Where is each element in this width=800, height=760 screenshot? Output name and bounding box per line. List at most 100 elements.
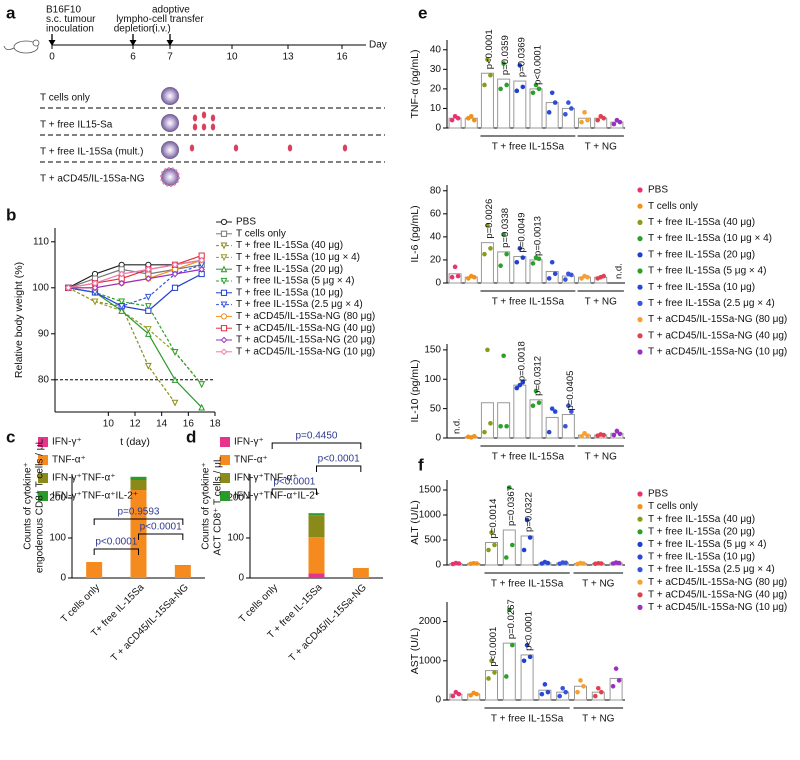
comparison-bracket <box>316 465 362 472</box>
y-tick-label: 10 <box>430 103 442 114</box>
legend-swatch <box>220 491 230 501</box>
point <box>449 117 455 123</box>
legend-marker <box>637 203 643 209</box>
point <box>504 82 509 88</box>
bar-segment <box>130 476 147 480</box>
point <box>617 119 623 125</box>
group-label: T + NG <box>582 579 615 590</box>
comparison-bracket <box>271 488 317 495</box>
y-axis-label: Counts of cytokine⁺ <box>201 462 212 550</box>
annotation: p=0.0014 <box>488 499 499 539</box>
y-tick-label: 40 <box>430 232 442 243</box>
group-label: T + NG <box>585 142 618 153</box>
point <box>569 409 574 414</box>
x-tick-label: T cells only <box>237 582 280 625</box>
y-tick-label: 1500 <box>419 485 442 496</box>
legend-label: PBS <box>648 489 668 500</box>
point <box>610 683 616 689</box>
point <box>91 298 99 306</box>
point <box>517 382 523 388</box>
y-tick-label: 20 <box>430 255 442 266</box>
point <box>492 542 497 548</box>
y-axis-label: IL-6 (pg/mL) <box>409 205 421 262</box>
point <box>145 266 152 273</box>
point <box>485 57 490 62</box>
point <box>596 685 601 691</box>
point <box>552 100 558 105</box>
bar <box>610 432 624 439</box>
legend-marker <box>220 348 228 356</box>
day-label: 16 <box>336 52 348 63</box>
legend-label: T + aCD45/IL-15Sa-NG (20 μg) <box>236 335 375 346</box>
day-unit: Day <box>369 40 387 51</box>
y-axis-label: AST (U/L) <box>409 628 421 674</box>
point <box>474 691 480 697</box>
point <box>514 259 520 265</box>
point <box>144 330 152 337</box>
point <box>569 272 574 278</box>
point <box>552 409 558 414</box>
bar <box>520 535 534 566</box>
x-tick-label: 12 <box>129 419 141 430</box>
group-label: T + free IL-15Sa <box>491 579 564 590</box>
legend-marker <box>637 592 643 598</box>
bar <box>502 642 516 701</box>
y-tick-label: 30 <box>430 64 442 75</box>
point <box>546 110 552 115</box>
point <box>601 115 607 121</box>
point <box>611 432 617 438</box>
legend-label: T + free IL-15Sa (10 μg) <box>236 287 343 298</box>
legend-marker <box>220 218 228 226</box>
row-separators <box>40 107 385 163</box>
point <box>563 423 568 429</box>
bar <box>502 529 516 566</box>
comparison-label: p<0.0001 <box>140 522 182 533</box>
event-label: B16F10 <box>46 5 81 16</box>
point <box>171 261 179 269</box>
y-tick-label: 200 <box>49 493 66 504</box>
annotation: p=0.0267 <box>506 599 517 639</box>
bar-segment <box>308 513 325 516</box>
event-label: (i.v.) <box>152 24 171 35</box>
point <box>486 676 491 681</box>
point <box>539 691 545 697</box>
event-arrowhead <box>129 40 137 46</box>
legend-label: IFN-γ⁺TNF-α⁺IL-2⁺ <box>234 491 320 502</box>
y-tick-label: 0 <box>435 433 441 444</box>
series-line <box>68 287 203 408</box>
annotation: p<0.0001 <box>484 29 495 69</box>
legend-marker <box>637 504 643 510</box>
legend-marker <box>637 579 643 585</box>
legend-marker <box>637 219 643 225</box>
legend-label: T + free IL-15Sa (10 μg) <box>648 282 755 293</box>
point <box>171 270 179 278</box>
legend-marker <box>637 236 643 242</box>
point <box>171 349 179 356</box>
comparison-bracket <box>138 533 184 540</box>
legend-label: T + free IL-15Sa (40 μg) <box>236 240 343 251</box>
bar <box>529 88 543 129</box>
bar-segment <box>308 515 325 538</box>
legend-marker <box>637 268 643 274</box>
legend-marker <box>637 284 643 290</box>
legend-label: T + aCD45/IL-15Sa-NG (10 μg) <box>648 347 787 358</box>
y-axis-label: IL-10 (pg/mL) <box>409 359 421 422</box>
y-tick-label: 110 <box>33 236 49 247</box>
annotation: p=0.0369 <box>516 37 527 77</box>
y-tick-label: 500 <box>424 535 441 546</box>
bar <box>485 670 498 701</box>
legend-swatch <box>38 437 48 447</box>
point <box>65 284 72 292</box>
annotation: p=0.0013 <box>533 216 544 256</box>
legend-swatch <box>38 491 48 501</box>
annotation: p=0.0018 <box>516 341 527 381</box>
point <box>581 561 586 566</box>
point <box>595 117 601 123</box>
point <box>504 674 509 679</box>
point <box>118 307 126 314</box>
annotation: p=0.0312 <box>533 356 544 396</box>
bar-segment <box>352 568 369 578</box>
point <box>501 232 506 237</box>
point <box>456 691 462 697</box>
event-label: depletion <box>114 24 155 35</box>
